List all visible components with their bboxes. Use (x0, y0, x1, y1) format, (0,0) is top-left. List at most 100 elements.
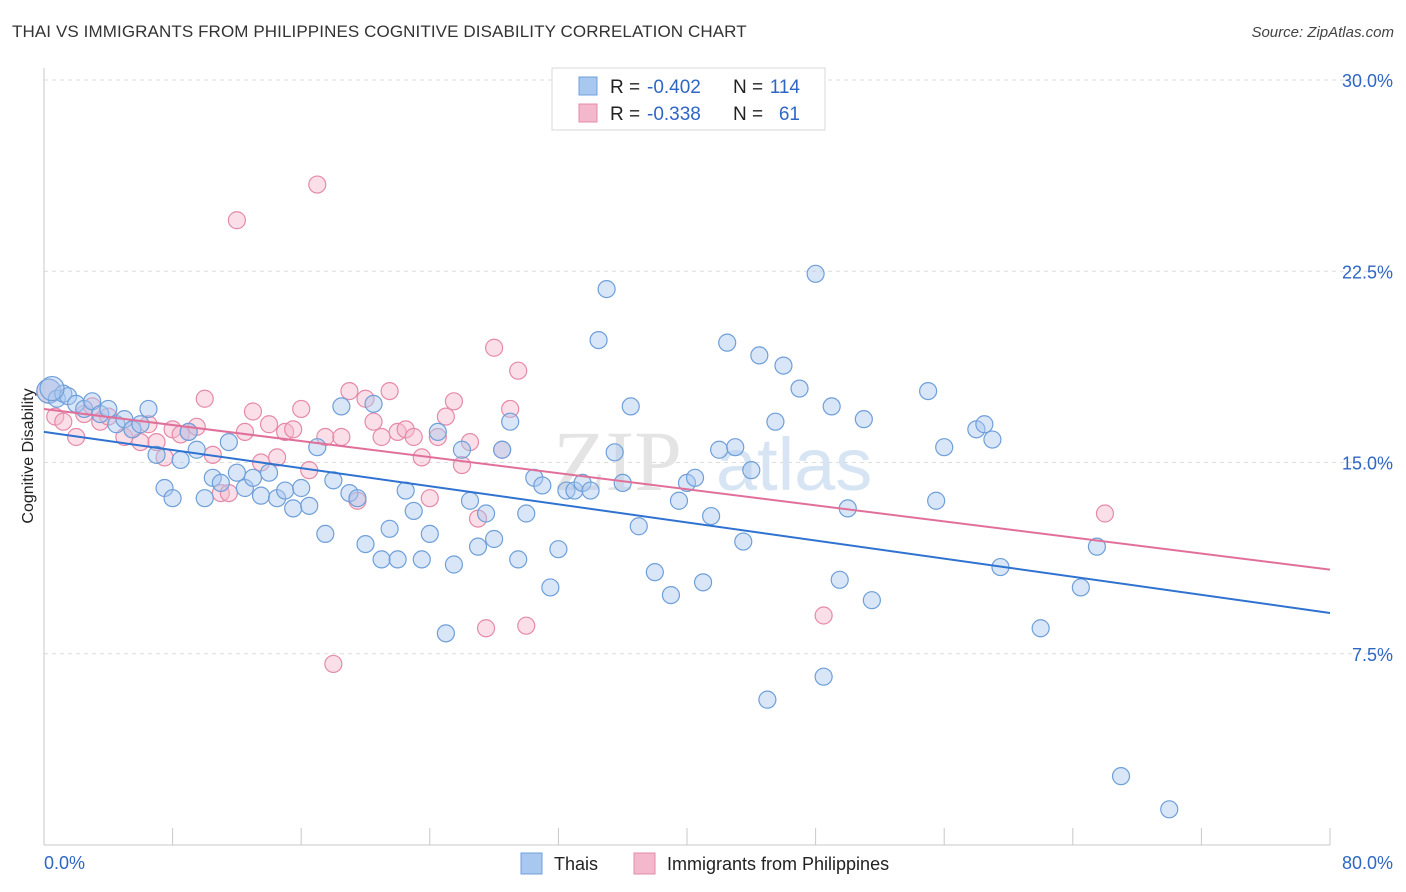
x-tick-label-max: 80.0% (1342, 853, 1393, 873)
data-point (493, 440, 512, 459)
data-point (669, 491, 689, 510)
data-point (404, 501, 423, 521)
thais-n-label: N = (733, 77, 763, 98)
data-point (292, 399, 311, 419)
data-point (517, 504, 536, 523)
data-point (710, 440, 729, 459)
data-point (460, 491, 480, 510)
thais-r-label: R = (610, 77, 640, 98)
source-label: Source: ZipAtlas.com (1251, 24, 1394, 41)
data-point (332, 397, 351, 416)
grid-lines (44, 79, 1393, 655)
data-point (259, 415, 279, 434)
data-point (412, 550, 431, 569)
data-point (243, 468, 263, 487)
data-point (1160, 800, 1179, 819)
data-point (131, 415, 150, 434)
trend-lines (43, 407, 1331, 614)
data-point (509, 361, 528, 380)
axes (43, 68, 1331, 846)
data-point (597, 280, 616, 299)
data-point (324, 654, 343, 674)
data-point (533, 476, 552, 495)
data-point (163, 489, 182, 508)
data-point (316, 524, 335, 544)
data-point (139, 399, 158, 419)
data-point (300, 496, 319, 515)
trend-line-philippines (43, 407, 1331, 571)
data-point (211, 473, 230, 492)
data-point (235, 422, 255, 441)
data-point (372, 550, 391, 569)
thais-r-value: -0.402 (647, 77, 701, 98)
data-point (1087, 537, 1107, 556)
data-point (340, 382, 359, 401)
data-point (356, 534, 375, 554)
series-philippines-points (36, 175, 1115, 674)
data-point (348, 489, 367, 508)
data-point (1095, 504, 1115, 523)
data-point (380, 382, 399, 401)
data-point (822, 397, 841, 416)
y-axis-label: Cognitive Disability (20, 388, 37, 523)
philippines-r-label: R = (610, 104, 640, 125)
legend-thais-swatch (520, 852, 543, 875)
data-point (227, 463, 246, 482)
data-point (862, 591, 881, 610)
data-point (758, 690, 777, 709)
legend-philippines-label: Immigrants from Philippines (667, 854, 889, 874)
data-point (476, 504, 496, 523)
legend-thais-label: Thais (554, 854, 598, 874)
thais-n-value: 114 (770, 77, 801, 98)
data-point (814, 667, 833, 686)
data-point (750, 346, 769, 365)
data-point (605, 443, 624, 462)
y-tick-label: 22.5% (1342, 262, 1393, 282)
data-point (1111, 767, 1131, 786)
data-point (734, 532, 753, 551)
data-point (935, 438, 954, 457)
data-point (251, 486, 271, 505)
data-point (54, 412, 73, 431)
data-point (388, 550, 407, 569)
data-point (195, 489, 214, 508)
data-point (485, 529, 504, 549)
data-point (718, 333, 737, 352)
data-point (428, 422, 447, 441)
data-point (1071, 578, 1090, 597)
data-point (702, 506, 721, 526)
data-point (444, 555, 464, 574)
data-point (428, 427, 447, 447)
data-point (187, 440, 206, 459)
data-point (629, 517, 648, 536)
philippines-r-value: -0.338 (647, 104, 701, 125)
data-point (219, 433, 238, 452)
data-point (854, 410, 873, 429)
data-point (171, 450, 190, 470)
data-point (243, 402, 263, 421)
data-point (501, 412, 520, 431)
data-point (39, 375, 65, 402)
data-point (661, 585, 681, 605)
data-point (468, 537, 488, 556)
data-point (742, 461, 761, 480)
chart-title: THAI VS IMMIGRANTS FROM PHILIPPINES COGN… (12, 22, 747, 41)
data-point (332, 427, 351, 447)
data-point (284, 420, 303, 439)
data-point (685, 468, 705, 487)
data-point (452, 455, 472, 475)
y-tick-labels: 7.5% 15.0% 22.5% 30.0% (1342, 71, 1393, 665)
data-point (726, 438, 745, 457)
y-tick-label: 30.0% (1342, 71, 1393, 91)
thais-swatch (578, 76, 598, 96)
data-point (292, 478, 311, 498)
data-point (476, 619, 496, 638)
data-point (1031, 619, 1050, 638)
data-point (364, 412, 383, 431)
data-point (983, 430, 1002, 449)
data-point (436, 624, 455, 643)
data-point (147, 445, 166, 464)
data-point (267, 448, 287, 467)
data-point (806, 264, 825, 283)
data-point (501, 399, 520, 419)
